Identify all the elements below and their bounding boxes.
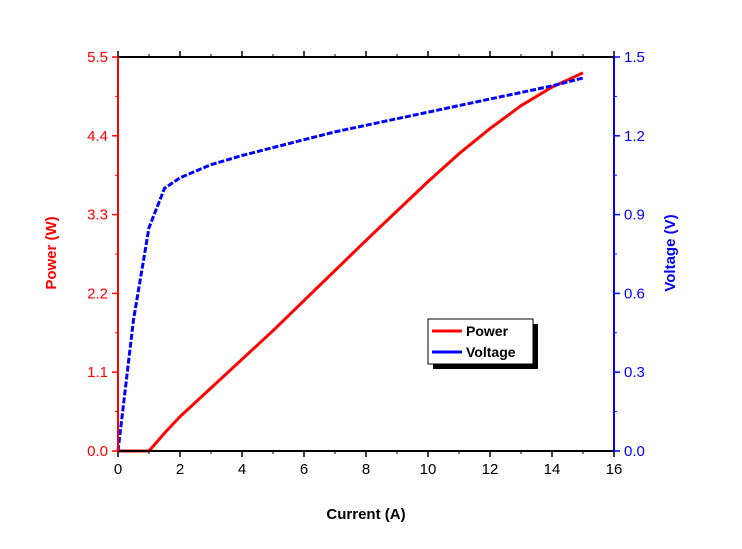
y-right-tick-label: 1.2: [624, 128, 645, 145]
x-tick-label: 0: [114, 461, 122, 478]
x-tick-label: 14: [544, 461, 561, 478]
axes: 0 2 4 6 8 10 12 14 160.01.12.23.34.45.50.00.30.6…: [87, 49, 645, 478]
y-axis-left-title: Power (W): [43, 216, 60, 289]
y-left-tick-label: 1.1: [87, 364, 108, 381]
legend-label-voltage: Voltage: [466, 344, 516, 360]
x-tick-label: 8: [362, 461, 370, 478]
y-right-tick-label: 0.3: [624, 364, 645, 381]
y-right-tick-label: 0.0: [624, 443, 645, 460]
y-right-tick-label: 0.6: [624, 285, 645, 302]
y-right-tick-label: 1.5: [624, 49, 645, 66]
legend: Power Voltage: [427, 318, 538, 369]
y-left-tick-label: 3.3: [87, 207, 108, 224]
legend-label-power: Power: [466, 323, 509, 339]
series-line-voltage: [116, 76, 584, 452]
legend-box: [427, 318, 534, 365]
x-tick-label: 10: [420, 461, 437, 478]
y-left-tick-label: 4.4: [87, 128, 108, 145]
x-tick-label: 12: [482, 461, 499, 478]
x-tick-label: 16: [606, 461, 623, 478]
x-tick-label: 2: [176, 461, 184, 478]
y-left-tick-label: 5.5: [87, 49, 108, 66]
y-right-tick-label: 0.9: [624, 207, 645, 224]
y-left-tick-label: 0.0: [87, 443, 108, 460]
y-left-tick-label: 2.2: [87, 285, 108, 302]
series-line-power: [118, 71, 584, 453]
plot-area: [116, 71, 584, 453]
y-axis-right-title: Voltage (V): [662, 214, 679, 291]
x-axis-title: Current (A): [326, 506, 405, 523]
x-tick-label: 4: [238, 461, 246, 478]
x-tick-label: 6: [300, 461, 308, 478]
